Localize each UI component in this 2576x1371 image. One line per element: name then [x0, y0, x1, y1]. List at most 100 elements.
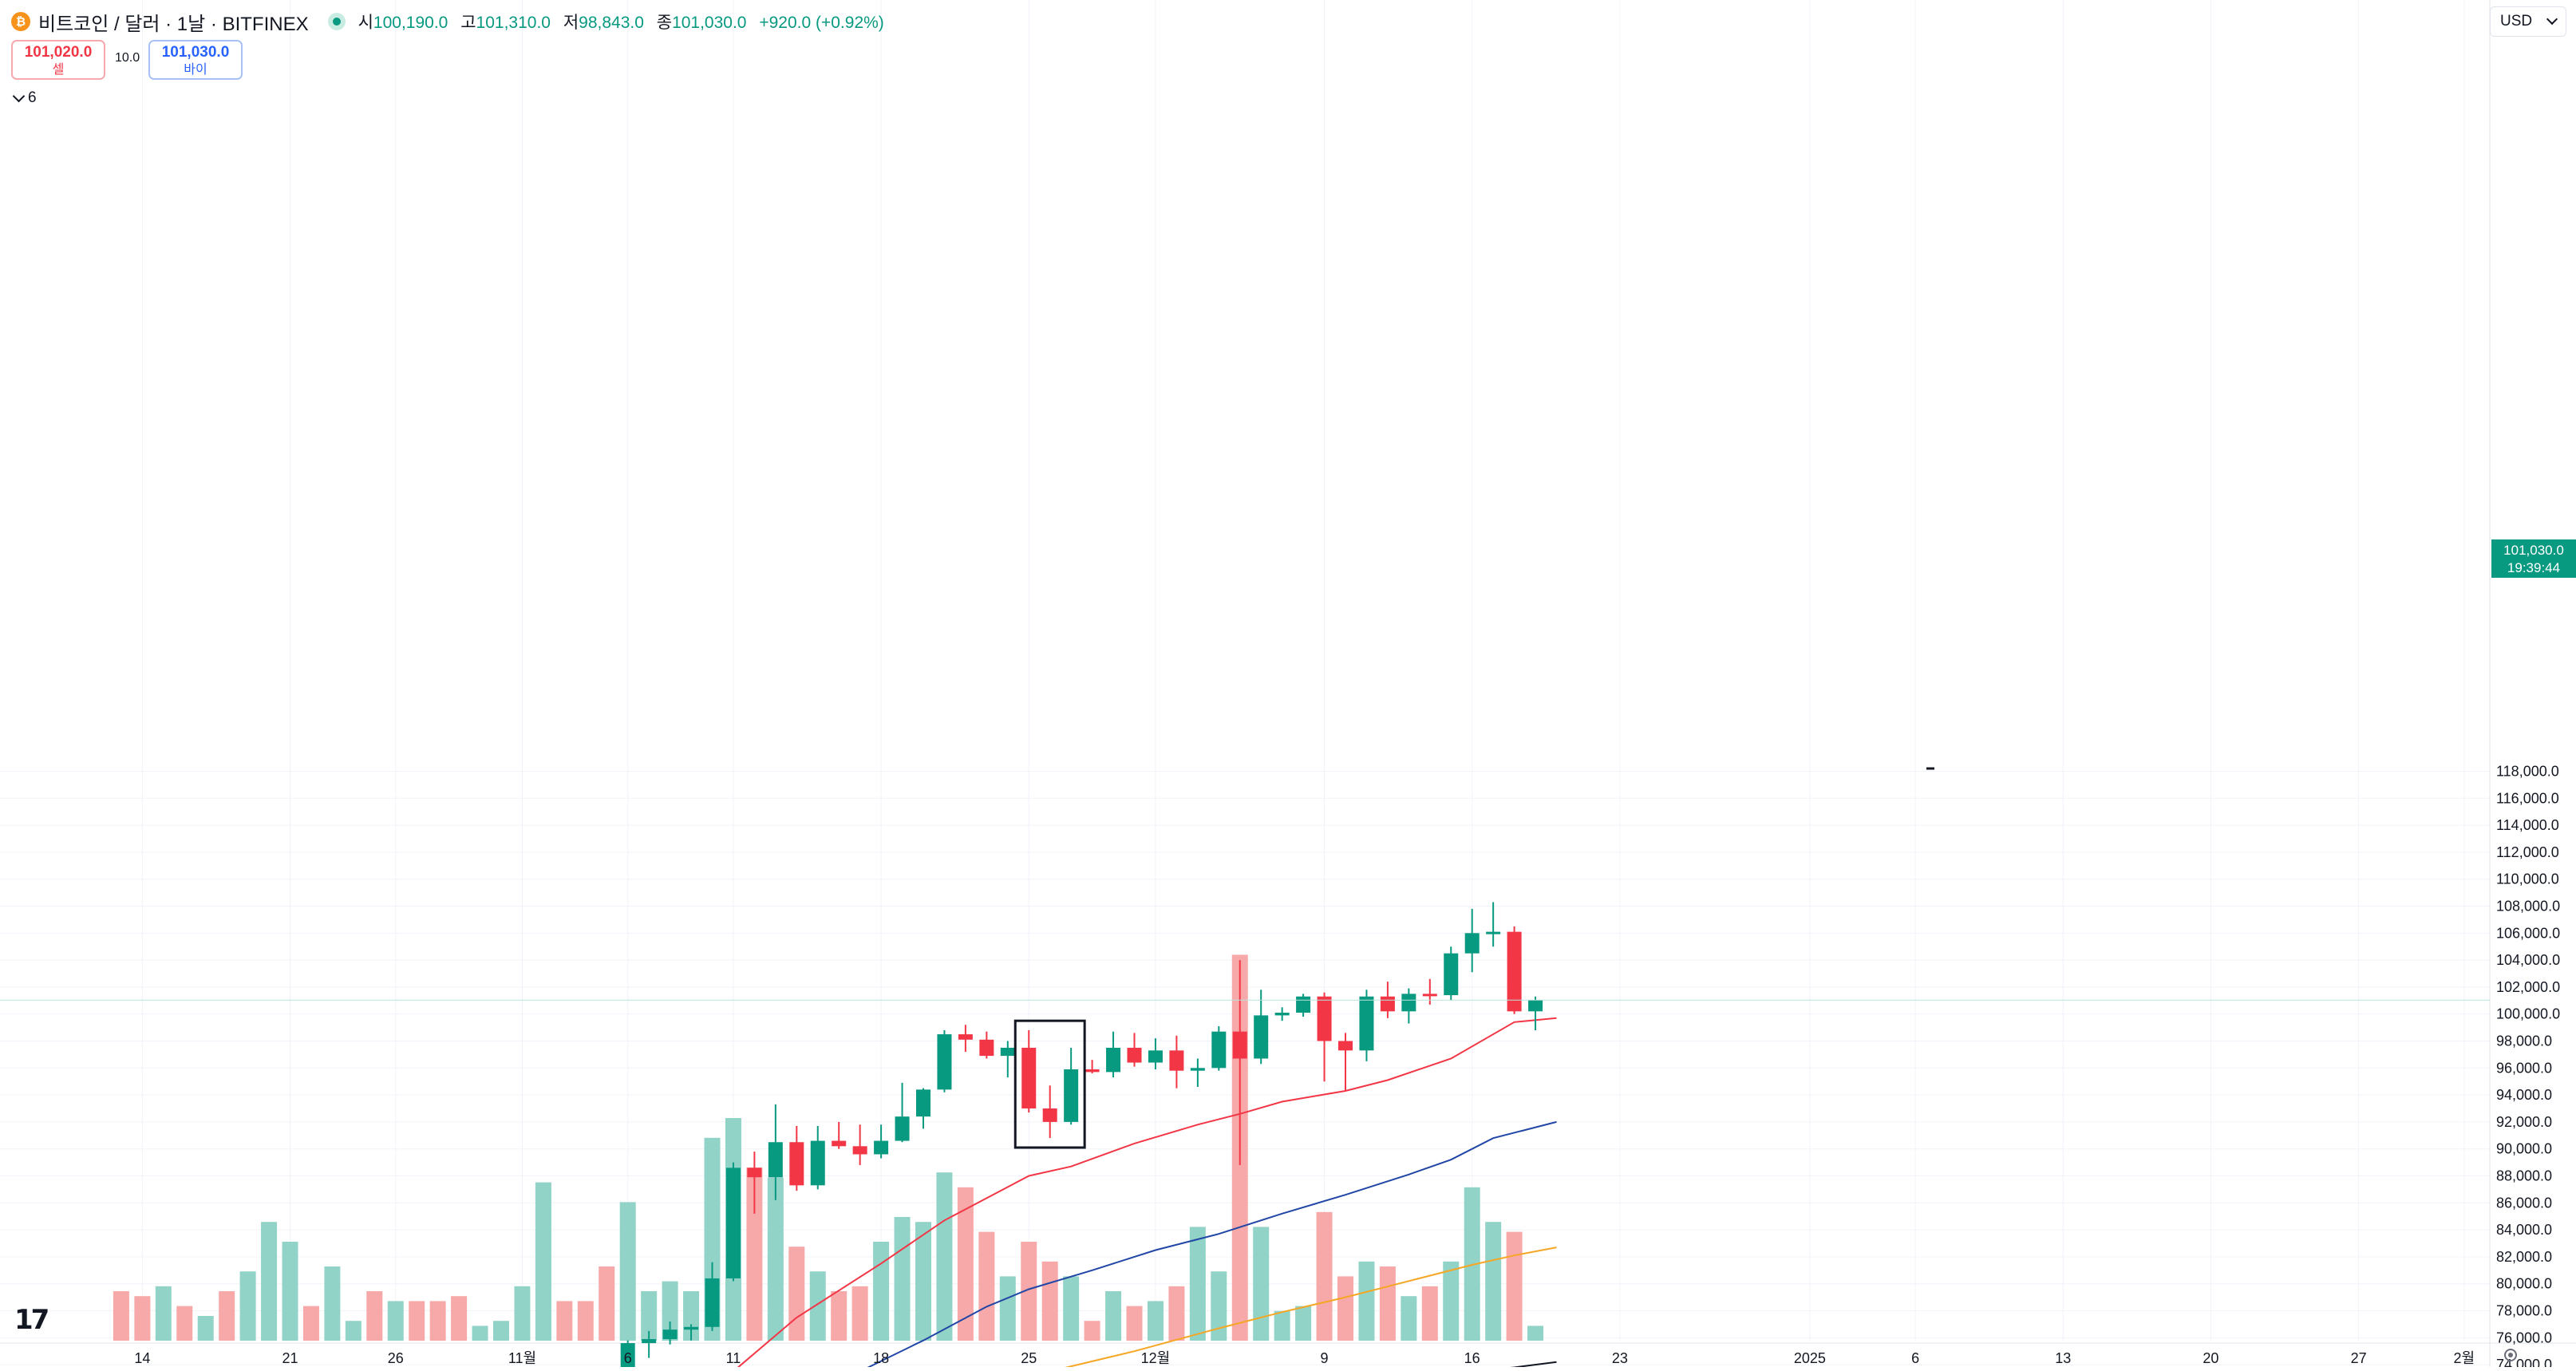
symbol-title[interactable]: 비트코인 / 달러 · 1날 · BITFINEX — [38, 13, 309, 35]
currency-selector[interactable]: USD — [2490, 6, 2566, 37]
volume-bar — [1274, 1310, 1290, 1341]
indicators-toggle[interactable]: 6 — [12, 89, 37, 107]
price-tick-label: 102,000.0 — [2496, 979, 2560, 995]
candle-body — [1190, 1068, 1205, 1071]
price-tick-label: 80,000.0 — [2496, 1276, 2552, 1292]
volume-bar — [1379, 1266, 1396, 1341]
bar-countdown: 19:39:44 — [2507, 560, 2561, 575]
candle-body — [958, 1034, 973, 1040]
tradingview-logo[interactable]: 17 — [14, 1304, 49, 1336]
candle-body — [1359, 996, 1374, 1051]
price-tick-label: 104,000.0 — [2496, 952, 2560, 968]
price-tick-label: 94,000.0 — [2496, 1087, 2552, 1103]
time-tick-label: 20 — [2203, 1350, 2218, 1366]
volume-bar — [809, 1271, 826, 1341]
price-tick-label: 118,000.0 — [2496, 764, 2559, 780]
price-tick-label: 110,000.0 — [2496, 871, 2559, 887]
volume-bar — [324, 1266, 341, 1341]
volume-bar — [409, 1301, 425, 1341]
buy-button[interactable]: 101,030.0 바이 — [148, 40, 243, 80]
moving-average-line — [733, 1017, 1557, 1371]
volume-bar — [1211, 1271, 1227, 1341]
sell-label: 셀 — [52, 63, 65, 77]
volume-bar — [1189, 1227, 1206, 1341]
time-tick-label: 12월 — [1141, 1350, 1171, 1366]
sell-button[interactable]: 101,020.0 셀 — [11, 40, 105, 80]
volume-bar — [1421, 1286, 1438, 1341]
volume-bar — [915, 1222, 931, 1341]
volume-bar — [957, 1187, 974, 1341]
candle-body — [642, 1338, 657, 1344]
buy-price: 101,030.0 — [161, 44, 230, 61]
low-label: 저 — [563, 14, 579, 32]
time-tick-label: 11 — [726, 1350, 741, 1366]
candle-body — [1528, 1000, 1543, 1012]
candle-body — [937, 1034, 952, 1090]
volume-bar — [556, 1301, 573, 1341]
time-axis[interactable]: 14 21 26 11월 6 11 18 25 12월 9 16 23 2025 6 13 20 27 2월 — [134, 1350, 2475, 1366]
candle-body — [852, 1146, 867, 1155]
price-tick-label: 88,000.0 — [2496, 1168, 2552, 1184]
price-axis[interactable]: 118,000.0 116,000.0 114,000.0 112,000.0 110,… — [2496, 764, 2560, 1371]
volume-bar — [1105, 1291, 1122, 1341]
chevron-down-icon — [2546, 13, 2558, 26]
price-tick-label: 76,000.0 — [2496, 1330, 2552, 1345]
price-tick-label: 106,000.0 — [2496, 925, 2560, 941]
sell-price: 101,020.0 — [24, 44, 93, 61]
candle-body — [1148, 1050, 1163, 1063]
volume-bar — [873, 1242, 890, 1341]
volume-bar — [429, 1301, 446, 1341]
volume-bar — [493, 1321, 509, 1341]
candle-body — [1464, 933, 1480, 954]
volume-bar — [1063, 1276, 1080, 1341]
misc-marks — [0, 767, 2490, 1001]
volume-bar — [767, 1177, 784, 1341]
candle-body — [916, 1089, 930, 1117]
volume-bar — [472, 1326, 488, 1341]
price-tick-label: 92,000.0 — [2496, 1114, 2552, 1130]
high-value: 101,310.0 — [476, 14, 551, 32]
price-tick-label: 90,000.0 — [2496, 1141, 2552, 1157]
settings-icon[interactable] — [2504, 1349, 2517, 1361]
candle-body — [810, 1140, 825, 1186]
close-value: 101,030.0 — [672, 14, 747, 32]
volume-bar — [831, 1291, 847, 1341]
chevron-down-icon — [12, 89, 26, 102]
candle-body — [1401, 994, 1416, 1012]
candle-body — [789, 1142, 804, 1186]
price-tick-label: 78,000.0 — [2496, 1303, 2552, 1319]
price-tick-label: 82,000.0 — [2496, 1249, 2552, 1265]
candle-body — [1444, 953, 1459, 996]
candle-body — [747, 1168, 762, 1178]
indicator-count: 6 — [28, 89, 37, 106]
candles[interactable] — [620, 902, 1543, 1371]
currency-label: USD — [2500, 13, 2533, 30]
time-tick-label: 21 — [282, 1350, 298, 1366]
volume-bar — [599, 1266, 615, 1341]
highlight-rectangle — [1013, 1019, 1086, 1149]
candle-body — [895, 1116, 910, 1141]
market-status-icon — [327, 13, 346, 30]
volume-bar — [176, 1306, 193, 1341]
moving-average-line — [859, 1120, 1557, 1371]
candle-body — [1274, 1013, 1290, 1016]
bitcoin-icon: ₿ — [11, 12, 30, 31]
candle-body — [705, 1278, 720, 1327]
candle-body — [1380, 996, 1395, 1012]
volume-bar — [1316, 1211, 1333, 1341]
price-tick-label: 84,000.0 — [2496, 1222, 2552, 1238]
candle-body — [662, 1330, 678, 1339]
buy-label: 바이 — [184, 63, 207, 77]
candle-body — [1021, 1047, 1037, 1108]
volume-bar — [936, 1172, 953, 1341]
moving-average-line — [1049, 1247, 1557, 1371]
candle-body — [1486, 931, 1501, 934]
volume-bar — [366, 1291, 383, 1341]
time-tick-label: 25 — [1021, 1350, 1037, 1366]
candle-body — [1169, 1050, 1184, 1071]
volume-bar — [1401, 1296, 1417, 1341]
volume-bar — [1485, 1222, 1502, 1341]
